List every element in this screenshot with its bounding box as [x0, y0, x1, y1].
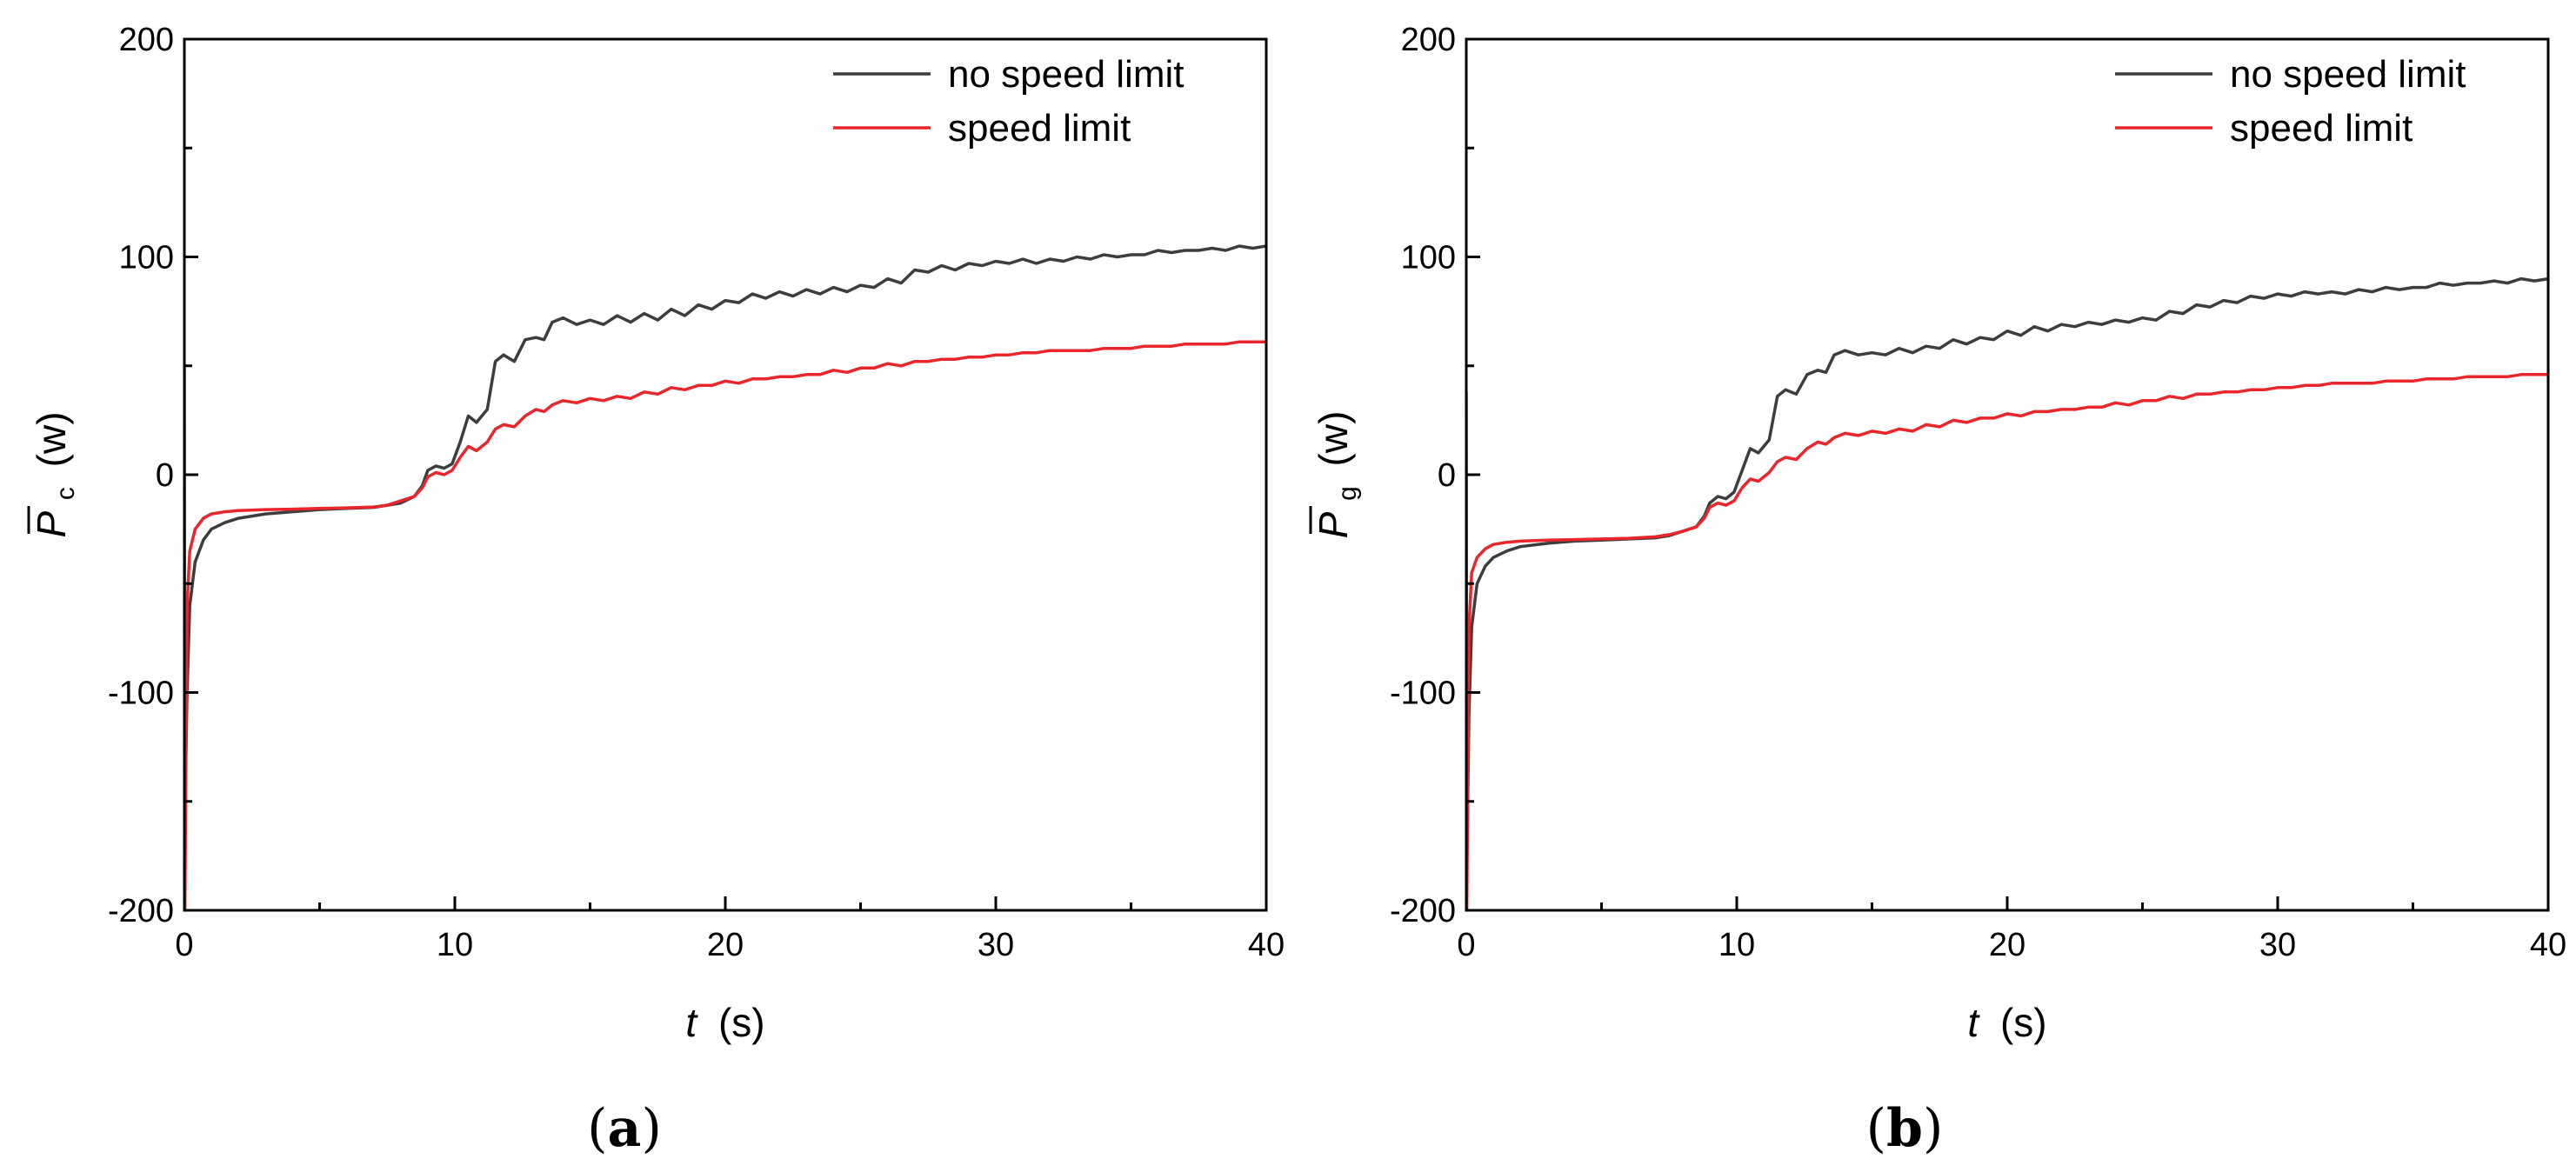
series-line-no-speed-limit: [1466, 276, 2548, 910]
panel-a: 0 10 20 30 40 -200 -100 0 100 200 no speed limit s…: [27, 22, 1285, 1159]
tick-group: 0 10 20 30 40 -200 -100 0 100 200: [108, 22, 1285, 963]
y-tick-label: -100: [108, 676, 174, 712]
y-tick-label: 0: [1438, 457, 1456, 494]
x-tick-label: 10: [437, 927, 473, 963]
y-axis-label: P c (w): [27, 411, 83, 538]
legend-label: no speed limit: [948, 53, 1184, 96]
x-tick-label: 10: [1718, 927, 1755, 963]
y-axis-symbol: P: [1311, 511, 1356, 538]
plot-area: [184, 244, 1266, 910]
x-tick-label: 0: [1457, 927, 1475, 963]
series-line-no-speed-limit: [184, 244, 1266, 845]
axes-frame: [1465, 37, 2550, 912]
y-tick-label: -200: [108, 893, 174, 929]
x-axis-label: t (s): [1967, 1000, 2046, 1045]
legend: no speed limit speed limit: [833, 53, 1184, 150]
y-tick-label: -100: [1390, 676, 1456, 712]
series-line-speed-limit: [184, 340, 1266, 910]
series-line-speed-limit: [1466, 373, 2548, 910]
axes-frame: [183, 37, 1268, 912]
legend-label: speed limit: [948, 107, 1131, 150]
x-tick-label: 30: [2259, 927, 2296, 963]
y-tick-label: 0: [156, 457, 174, 494]
y-axis-subscript: c: [51, 487, 80, 500]
legend-label: speed limit: [2230, 107, 2412, 150]
panel-label-a: (a): [587, 1098, 662, 1159]
x-axis-unit: (s): [718, 1000, 765, 1045]
tick-group: 0 10 20 30 40 -200 -100 0 100 200: [1390, 22, 2566, 963]
x-tick-label: 0: [175, 927, 193, 963]
legend-label: no speed limit: [2230, 53, 2466, 96]
panel-label-b: (b): [1866, 1098, 1944, 1159]
y-tick-label: 200: [119, 22, 174, 58]
x-axis-variable: t: [1967, 1000, 1980, 1045]
y-tick-label: 100: [1401, 240, 1456, 276]
x-tick-label: 20: [1989, 927, 2025, 963]
x-tick-label: 40: [2530, 927, 2566, 963]
y-axis-unit: (w): [1311, 411, 1356, 467]
y-axis-label: P g (w): [1309, 411, 1365, 539]
svg-text:P g (w): P g (w): [1311, 411, 1365, 539]
y-tick-label: 200: [1401, 22, 1456, 58]
y-tick-label: 100: [119, 240, 174, 276]
x-axis-unit: (s): [2000, 1000, 2047, 1045]
x-tick-label: 20: [707, 927, 744, 963]
y-axis-symbol: P: [29, 511, 74, 538]
x-axis-variable: t: [685, 1000, 698, 1045]
panel-b: 0 10 20 30 40 -200 -100 0 100 200 no speed limit s…: [1309, 22, 2566, 1159]
y-axis-subscript: g: [1333, 486, 1362, 501]
plot-area: [1466, 276, 2548, 910]
x-tick-label: 40: [1248, 927, 1285, 963]
y-tick-label: -200: [1390, 893, 1456, 929]
x-axis-label: t (s): [685, 1000, 764, 1045]
y-axis-unit: (w): [29, 411, 74, 467]
svg-text:P c (w): P c (w): [29, 411, 83, 537]
x-tick-label: 30: [978, 927, 1014, 963]
legend: no speed limit speed limit: [2115, 53, 2466, 150]
